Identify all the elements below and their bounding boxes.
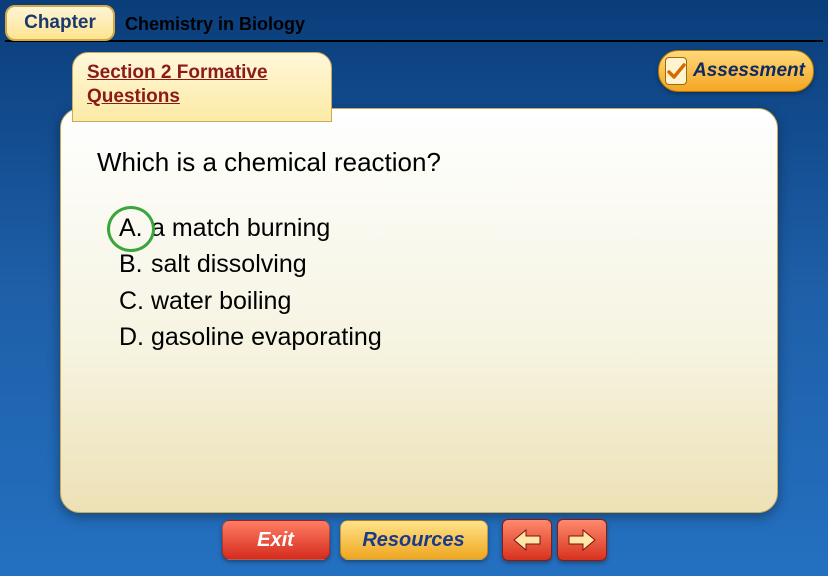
exit-button[interactable]: Exit [222, 520, 330, 560]
answer-option[interactable]: C. water boiling [119, 283, 741, 319]
chapter-label: Chapter [5, 5, 115, 41]
bottom-bar: Exit Resources [0, 504, 828, 576]
answer-list: A. a match burning B. salt dissolving C.… [119, 210, 741, 355]
answer-letter: C. [119, 283, 151, 319]
answer-option[interactable]: D. gasoline evaporating [119, 319, 741, 355]
section-title: Section 2 Formative Questions [87, 61, 317, 109]
exit-label: Exit [257, 529, 294, 552]
resources-button[interactable]: Resources [340, 520, 488, 560]
nav-arrows [502, 519, 607, 561]
arrow-right-icon [567, 528, 597, 552]
answer-text: a match burning [151, 210, 330, 246]
answer-text: gasoline evaporating [151, 319, 382, 355]
answer-letter: A. [119, 210, 151, 246]
title-divider [5, 40, 823, 42]
checkmark-icon [665, 57, 687, 85]
answer-text: salt dissolving [151, 246, 307, 282]
arrow-left-icon [512, 528, 542, 552]
answer-letter: B. [119, 246, 151, 282]
answer-option[interactable]: A. a match burning [119, 210, 741, 246]
prev-button[interactable] [502, 519, 552, 561]
assessment-badge[interactable]: Assessment [658, 50, 814, 92]
answer-letter: D. [119, 319, 151, 355]
answer-text: water boiling [151, 283, 291, 319]
content-panel: Which is a chemical reaction? A. a match… [60, 108, 778, 513]
section-tab: Section 2 Formative Questions [72, 52, 332, 122]
assessment-label: Assessment [693, 60, 805, 82]
chapter-title: Chemistry in Biology [125, 14, 305, 35]
resources-label: Resources [362, 529, 464, 552]
question-prompt: Which is a chemical reaction? [97, 147, 741, 178]
chapter-label-text: Chapter [24, 12, 96, 34]
answer-option[interactable]: B. salt dissolving [119, 246, 741, 282]
next-button[interactable] [557, 519, 607, 561]
